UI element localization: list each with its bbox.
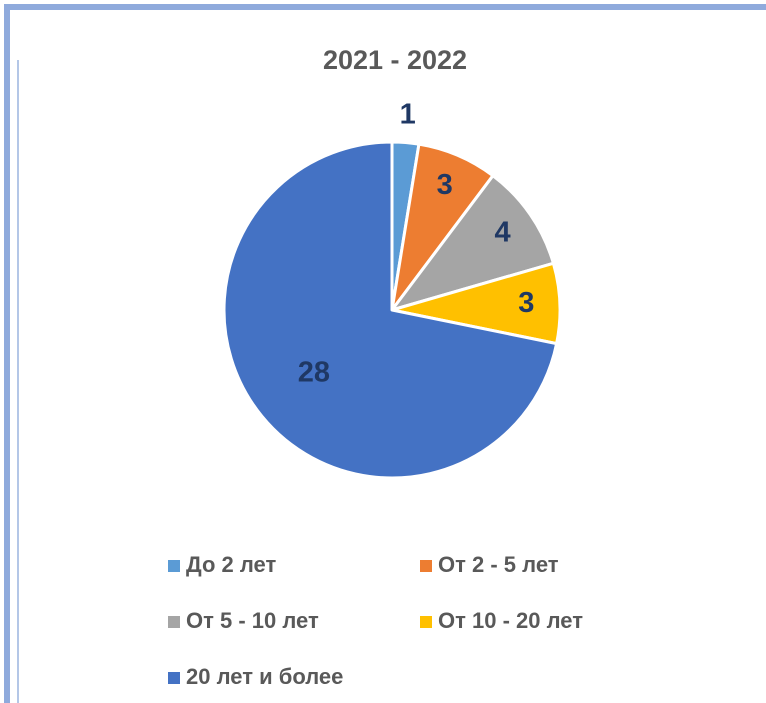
pie-slice bbox=[390, 174, 555, 312]
chart-title: 2021 - 2022 bbox=[323, 45, 467, 75]
frame-inner bbox=[17, 60, 19, 703]
legend-label: От 10 - 20 лет bbox=[438, 608, 583, 633]
legend-swatch bbox=[420, 560, 432, 572]
legend-swatch bbox=[168, 560, 180, 572]
data-label: 4 bbox=[495, 216, 511, 248]
data-label: 1 bbox=[400, 98, 416, 130]
legend-label: До 2 лет bbox=[186, 552, 276, 577]
legend-label: От 5 - 10 лет bbox=[186, 608, 319, 633]
frame-left bbox=[4, 4, 10, 703]
pie: 1 3 4 3 28 bbox=[222, 98, 562, 480]
frame-top bbox=[4, 4, 766, 10]
data-label: 3 bbox=[437, 169, 453, 201]
legend-label: От 2 - 5 лет bbox=[438, 552, 559, 577]
legend-swatch bbox=[420, 616, 432, 628]
legend: До 2 лет От 2 - 5 лет От 5 - 10 лет От 10 -… bbox=[168, 552, 583, 689]
legend-label: 20 лет и более bbox=[186, 664, 343, 689]
legend-swatch bbox=[168, 616, 180, 628]
pie-slice bbox=[222, 140, 559, 480]
legend-swatch bbox=[168, 672, 180, 684]
data-label: 3 bbox=[518, 287, 534, 319]
data-label: 28 bbox=[298, 356, 330, 388]
